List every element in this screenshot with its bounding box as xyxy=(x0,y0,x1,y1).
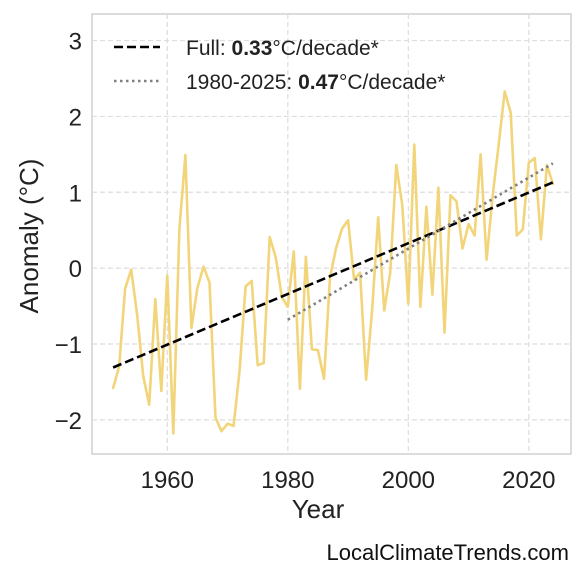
x-axis: 1960 1980 2000 2020 xyxy=(141,467,556,494)
x-tick-label: 1980 xyxy=(261,467,314,494)
x-tick-label: 1960 xyxy=(141,467,194,494)
legend: Full: 0.33°C/decade* 1980-2025: 0.47°C/d… xyxy=(114,37,445,94)
legend-recent-suffix: °C/decade* xyxy=(339,71,445,94)
credit-text: LocalClimateTrends.com xyxy=(327,540,570,565)
y-tick-label: 1 xyxy=(69,180,82,207)
y-tick-label: 2 xyxy=(69,104,82,131)
legend-entry-full: Full: 0.33°C/decade* xyxy=(186,37,379,60)
legend-entry-recent: 1980-2025: 0.47°C/decade* xyxy=(186,71,445,94)
grid xyxy=(92,14,571,454)
anomaly-line xyxy=(111,90,555,435)
y-tick-label: 3 xyxy=(69,29,82,56)
x-axis-title: Year xyxy=(292,494,345,524)
y-tick-label: −2 xyxy=(55,408,82,435)
trend-line-full xyxy=(112,181,554,369)
x-tick-label: 2000 xyxy=(382,467,435,494)
legend-full-prefix: Full: xyxy=(186,37,232,60)
legend-full-value: 0.33 xyxy=(232,37,273,60)
x-tick-label: 2020 xyxy=(502,467,555,494)
y-tick-label: −1 xyxy=(55,332,82,359)
legend-full-suffix: °C/decade* xyxy=(272,37,378,60)
series-lines xyxy=(111,90,555,435)
legend-recent-prefix: 1980-2025: xyxy=(186,71,298,94)
y-axis-title: Anomaly (°C) xyxy=(14,159,44,314)
y-tick-label: 0 xyxy=(69,256,82,283)
y-axis: −2 −1 0 1 2 3 xyxy=(55,29,82,435)
legend-recent-value: 0.47 xyxy=(298,71,339,94)
